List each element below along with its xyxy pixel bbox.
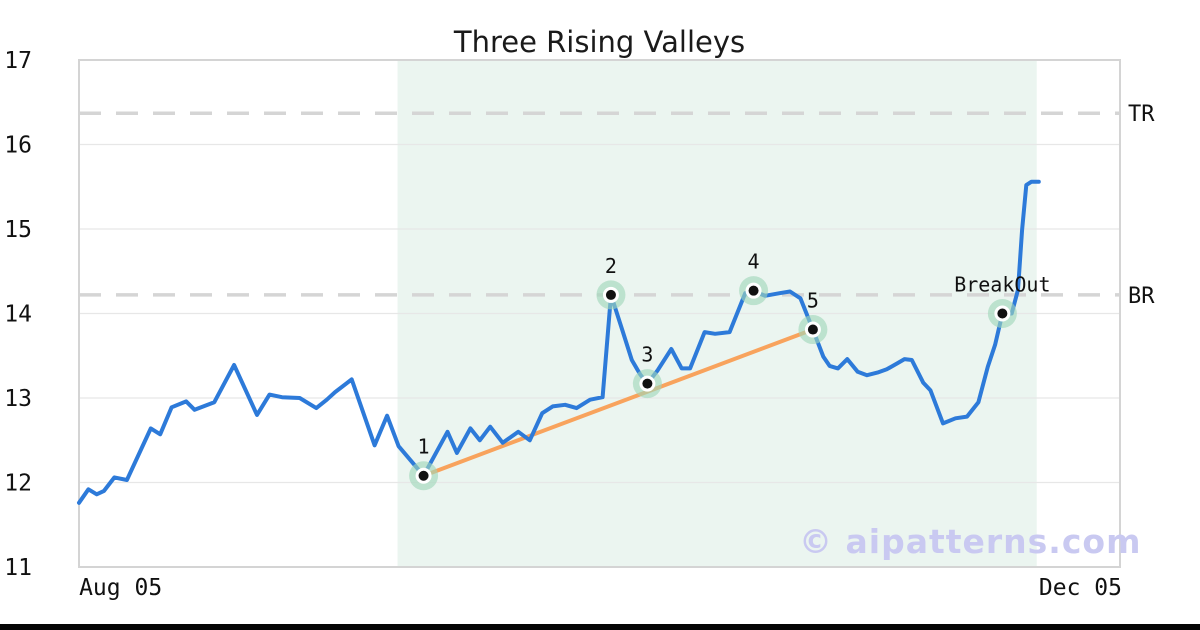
x-tick-label: Aug 05 xyxy=(79,575,162,601)
marker-dot-3 xyxy=(642,378,653,389)
level-label-TR: TR xyxy=(1128,102,1155,127)
marker-dot-5 xyxy=(807,324,818,335)
y-tick-label: 15 xyxy=(4,217,32,243)
marker-dot-4 xyxy=(748,285,759,296)
marker-label-2: 2 xyxy=(605,254,617,278)
trendline xyxy=(421,327,815,478)
y-tick-label: 16 xyxy=(4,133,32,159)
y-tick-label: 11 xyxy=(4,555,32,581)
marker-label-5: 5 xyxy=(807,289,819,313)
marker-dot-1 xyxy=(418,470,429,481)
y-tick-label: 13 xyxy=(4,386,32,412)
marker-label-4: 4 xyxy=(748,250,760,274)
chart-title: Three Rising Valleys xyxy=(453,25,746,59)
level-label-BR: BR xyxy=(1128,284,1155,309)
marker-dot-BreakOut xyxy=(997,308,1008,319)
watermark: © aipatterns.com xyxy=(799,522,1142,561)
marker-dot-2 xyxy=(605,289,616,300)
y-tick-label: 12 xyxy=(4,471,32,497)
y-tick-label: 17 xyxy=(4,48,32,74)
x-tick-label: Dec 05 xyxy=(1039,575,1122,601)
marker-label-1: 1 xyxy=(418,435,430,459)
plot-border xyxy=(78,59,1121,568)
y-tick-label: 14 xyxy=(4,302,32,328)
marker-label-BreakOut: BreakOut xyxy=(954,273,1050,297)
bottom-bar xyxy=(0,624,1200,630)
price-line xyxy=(77,179,1041,505)
marker-label-3: 3 xyxy=(641,343,653,367)
